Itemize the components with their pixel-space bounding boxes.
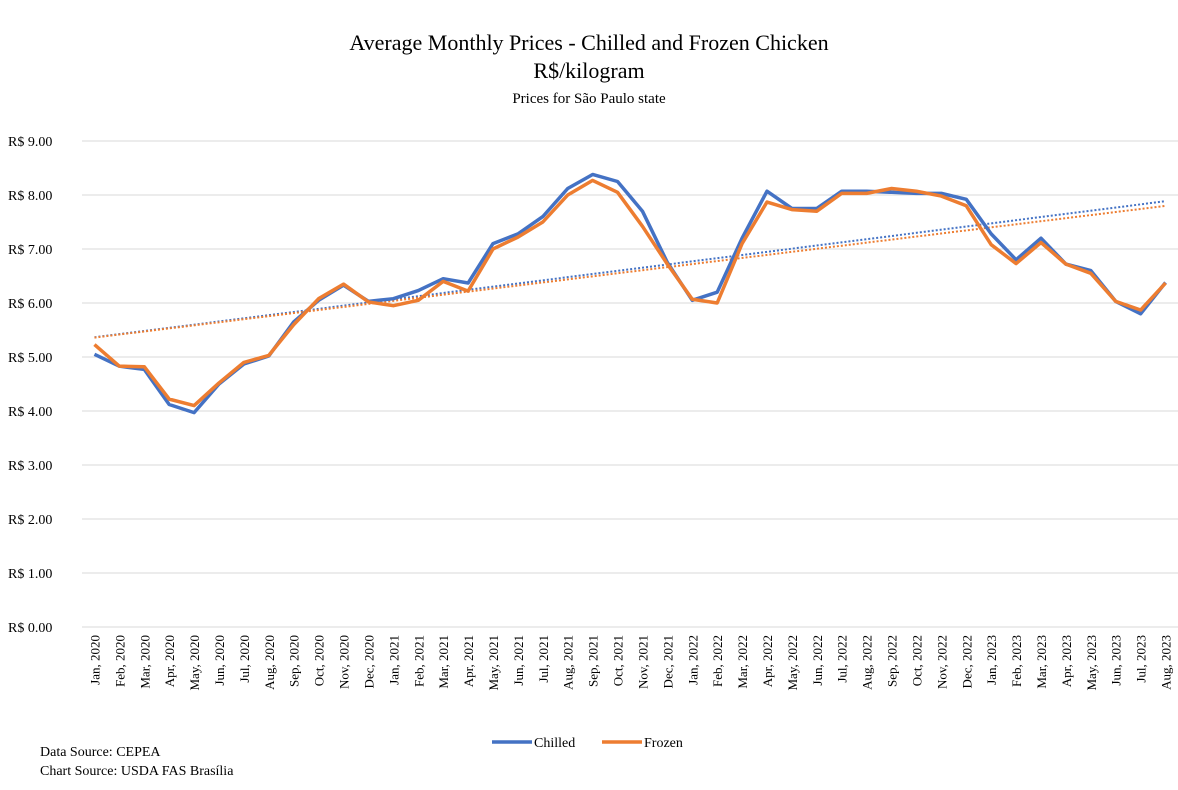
x-tick-label: Aug, 2023 <box>1159 635 1174 690</box>
series-line <box>93 178 1167 408</box>
x-tick-label: Mar, 2020 <box>137 635 152 689</box>
y-tick-label: R$ 7.00 <box>8 243 52 258</box>
x-tick-label: Feb, 2021 <box>411 635 426 687</box>
legend-label: Frozen <box>644 736 683 751</box>
chart-title: Average Monthly Prices - Chilled and Fro… <box>349 30 828 55</box>
x-tick-label: Jun, 2020 <box>212 635 227 686</box>
x-tick-label: Apr, 2022 <box>760 635 775 687</box>
trend-line <box>94 204 1166 339</box>
legend-label: Chilled <box>534 736 575 751</box>
x-tick-label: Nov, 2020 <box>337 635 352 689</box>
x-tick-label: Jan, 2020 <box>87 635 102 685</box>
x-tick-label: Mar, 2023 <box>1034 635 1049 689</box>
x-tick-label: Jan, 2021 <box>386 635 401 685</box>
y-tick-label: R$ 6.00 <box>8 297 52 312</box>
x-tick-label: Jun, 2022 <box>810 635 825 686</box>
x-tick-label: Jun, 2021 <box>511 635 526 686</box>
x-tick-label: Nov, 2021 <box>635 635 650 689</box>
x-tick-label: Jul, 2022 <box>835 635 850 683</box>
x-tick-label: Apr, 2020 <box>162 635 177 687</box>
x-tick-label: Apr, 2023 <box>1059 635 1074 687</box>
x-tick-label: Feb, 2020 <box>112 635 127 687</box>
x-tick-label: Sep, 2022 <box>885 635 900 687</box>
x-tick-label: May, 2020 <box>187 635 202 691</box>
x-tick-label: Dec, 2022 <box>959 635 974 688</box>
y-tick-label: R$ 4.00 <box>8 405 52 420</box>
chart-subtitle: Prices for São Paulo state <box>512 91 666 107</box>
y-tick-label: R$ 8.00 <box>8 189 52 204</box>
y-tick-label: R$ 3.00 <box>8 459 52 474</box>
x-tick-label: Feb, 2022 <box>710 635 725 687</box>
y-tick-label: R$ 0.00 <box>8 621 52 636</box>
x-tick-label: Sep, 2020 <box>287 635 302 687</box>
x-tick-label: Jul, 2021 <box>536 635 551 683</box>
x-tick-label: Jun, 2023 <box>1109 635 1124 686</box>
x-tick-label: Apr, 2021 <box>461 635 476 687</box>
y-tick-label: R$ 2.00 <box>8 513 52 528</box>
x-tick-label: Oct, 2021 <box>611 635 626 686</box>
x-tick-label: Jan, 2022 <box>685 635 700 685</box>
x-tick-label: May, 2021 <box>486 635 501 691</box>
y-tick-label: R$ 1.00 <box>8 567 52 582</box>
x-tick-label: Mar, 2022 <box>735 635 750 689</box>
x-tick-label: Aug, 2022 <box>860 635 875 690</box>
x-tick-label: Dec, 2020 <box>361 635 376 688</box>
y-tick-label: R$ 9.00 <box>8 135 52 150</box>
x-tick-label: Jan, 2023 <box>984 635 999 685</box>
x-tick-label: May, 2022 <box>785 635 800 691</box>
x-tick-label: Oct, 2020 <box>312 635 327 686</box>
x-tick-label: Sep, 2021 <box>586 635 601 687</box>
y-tick-label: R$ 5.00 <box>8 351 52 366</box>
x-tick-label: Aug, 2020 <box>262 635 277 690</box>
x-tick-label: Aug, 2021 <box>561 635 576 690</box>
chart-subtitle: R$/kilogram <box>533 58 644 83</box>
x-tick-label: Oct, 2022 <box>909 635 924 686</box>
x-tick-label: Nov, 2022 <box>934 635 949 689</box>
x-tick-label: May, 2023 <box>1084 635 1099 691</box>
x-tick-label: Feb, 2023 <box>1009 635 1024 687</box>
x-tick-label: Mar, 2021 <box>436 635 451 689</box>
source-note: Data Source: CEPEA <box>40 745 161 760</box>
source-note: Chart Source: USDA FAS Brasília <box>40 764 234 779</box>
x-tick-label: Jul, 2023 <box>1134 635 1149 683</box>
x-tick-label: Jul, 2020 <box>237 635 252 683</box>
x-tick-label: Dec, 2021 <box>660 635 675 688</box>
